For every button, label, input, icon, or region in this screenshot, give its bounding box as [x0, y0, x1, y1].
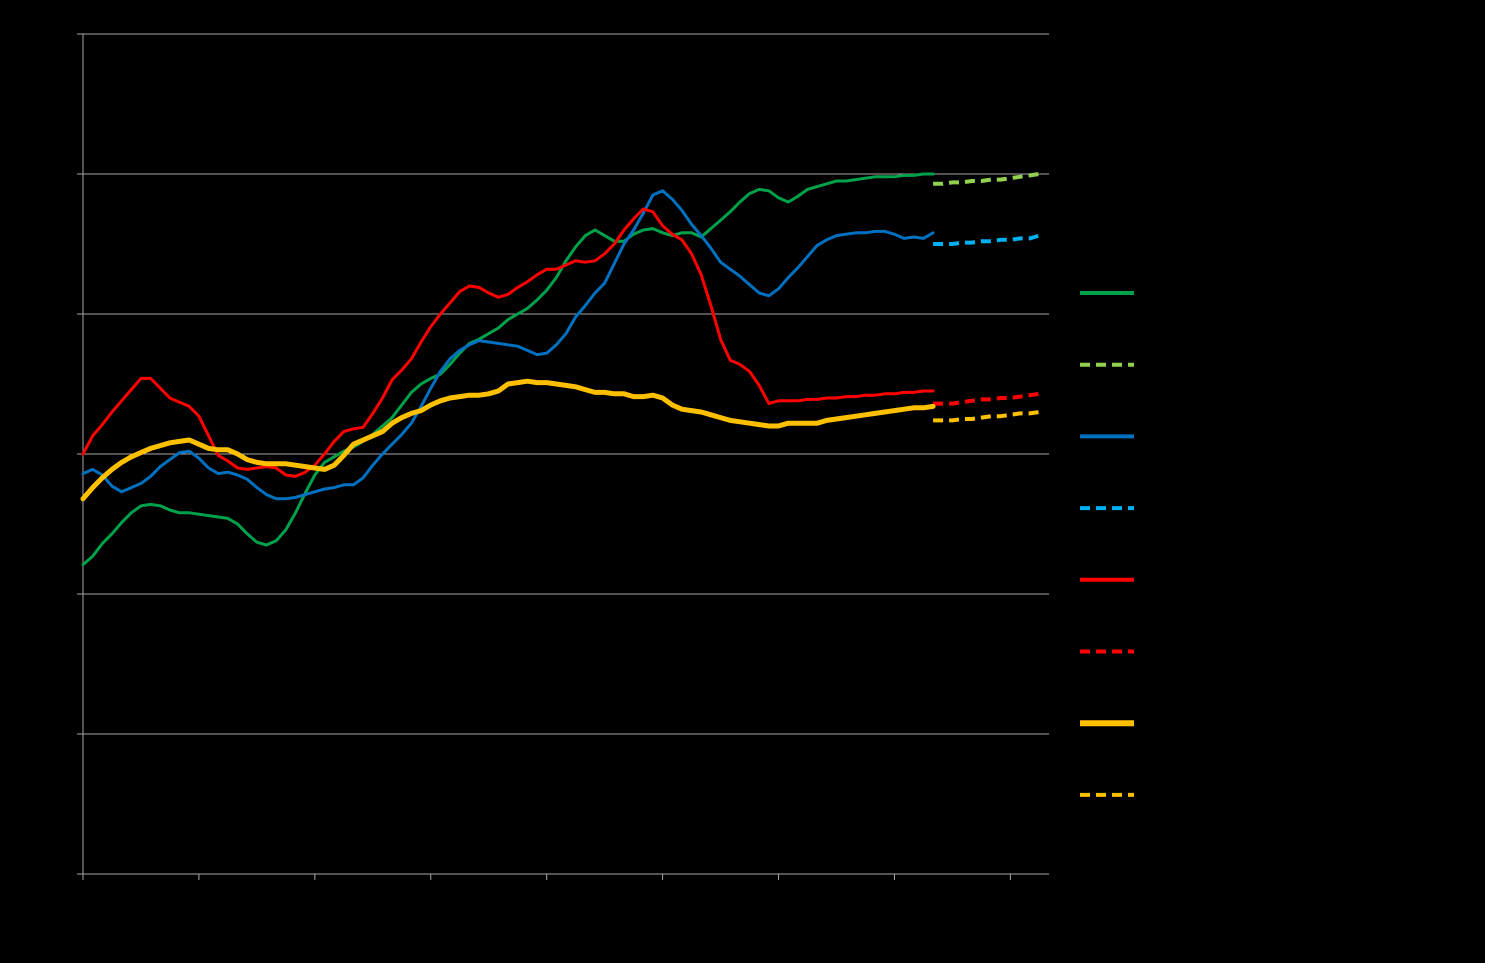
series-line-7 [80, 378, 936, 502]
series-line-4 [933, 233, 1040, 246]
series-line-3 [81, 189, 935, 501]
plot-area [80, 172, 1040, 567]
legend [1080, 291, 1134, 797]
series-line-2 [933, 172, 1040, 186]
series-line-1 [81, 172, 935, 567]
gridlines [83, 33, 1049, 735]
series-line-5 [81, 207, 935, 478]
series-line-6 [933, 391, 1040, 406]
series-line-8 [933, 410, 1040, 423]
